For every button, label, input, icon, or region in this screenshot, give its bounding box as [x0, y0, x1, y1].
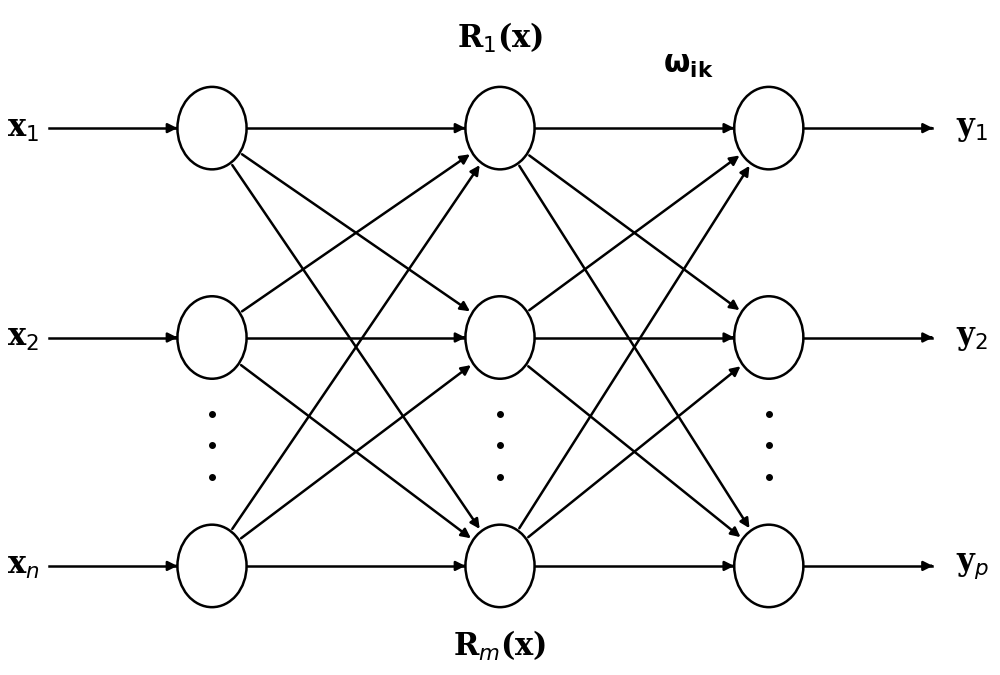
Ellipse shape	[177, 87, 247, 169]
Ellipse shape	[734, 87, 803, 169]
Ellipse shape	[465, 87, 535, 169]
Text: y$_p$: y$_p$	[956, 550, 989, 581]
Text: $\bf{\omega}$$_{\bf{ik}}$: $\bf{\omega}$$_{\bf{ik}}$	[663, 49, 714, 80]
Text: y$_2$: y$_2$	[956, 322, 988, 353]
Ellipse shape	[177, 296, 247, 379]
Text: x$_1$: x$_1$	[7, 113, 39, 144]
Ellipse shape	[734, 524, 803, 608]
Text: R$_m$(x): R$_m$(x)	[453, 629, 547, 664]
Text: R$_1$(x): R$_1$(x)	[457, 21, 543, 55]
Ellipse shape	[177, 524, 247, 608]
Ellipse shape	[465, 296, 535, 379]
Text: x$_2$: x$_2$	[7, 322, 39, 353]
Text: y$_1$: y$_1$	[956, 113, 988, 144]
Ellipse shape	[465, 524, 535, 608]
Text: x$_n$: x$_n$	[7, 550, 39, 581]
Ellipse shape	[734, 296, 803, 379]
